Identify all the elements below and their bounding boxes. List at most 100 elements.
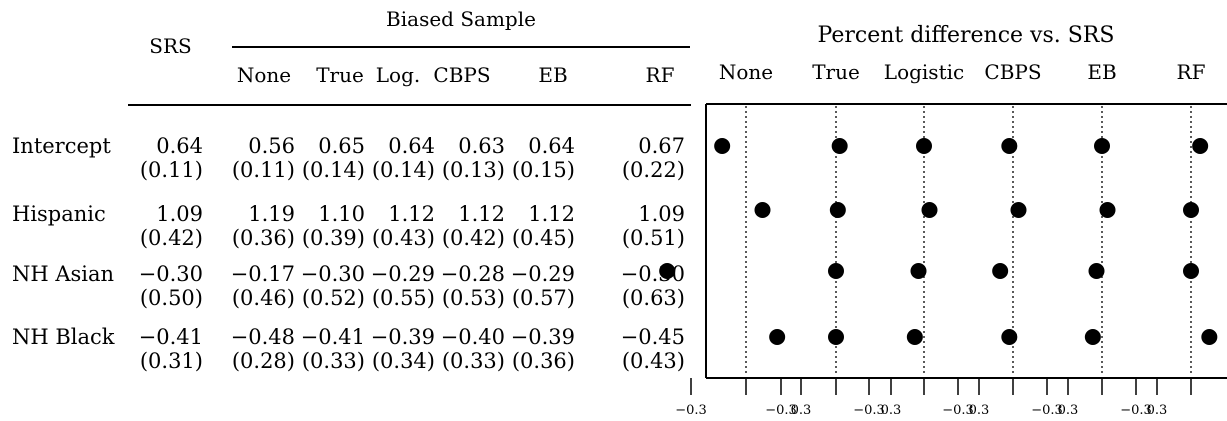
se-cell: (0.22) <box>621 158 685 182</box>
data-point <box>1084 329 1101 345</box>
data-point <box>1099 202 1116 218</box>
se-cell: (0.52) <box>301 286 365 310</box>
estimate-cell: −0.39 <box>370 325 435 349</box>
se-cell: (0.51) <box>621 226 685 250</box>
estimate-cell: −0.39 <box>510 325 575 349</box>
se-cell: (0.46) <box>231 286 295 310</box>
estimate-cell: −0.40 <box>440 325 505 349</box>
srs-se: (0.50) <box>139 286 203 310</box>
se-cell: (0.55) <box>371 286 435 310</box>
se-cell: (0.42) <box>441 226 505 250</box>
tick-label: 0.3 <box>881 403 902 418</box>
data-point <box>1094 138 1110 154</box>
panel-header: True <box>812 60 860 84</box>
panel-header: CBPS <box>984 60 1041 84</box>
panel-header: None <box>719 60 773 84</box>
srs-se: (0.42) <box>139 226 203 250</box>
srs-header: SRS <box>149 34 192 58</box>
srs-se: (0.31) <box>139 349 203 373</box>
panel-header: Logistic <box>884 60 964 84</box>
data-point <box>1088 263 1105 279</box>
tick-label: 0.3 <box>791 403 812 418</box>
row-label: NH Asian <box>12 262 115 286</box>
estimate-cell: −0.30 <box>300 262 365 286</box>
data-point <box>828 263 844 279</box>
tick-label: −0.3 <box>1120 403 1152 418</box>
estimate-cell: 0.64 <box>528 134 575 158</box>
data-point <box>1001 138 1018 154</box>
se-cell: (0.34) <box>371 349 435 373</box>
se-cell: (0.36) <box>511 349 575 373</box>
data-point <box>714 138 731 154</box>
col-header-eb: EB <box>538 63 568 87</box>
estimate-cell: −0.29 <box>510 262 575 286</box>
col-header-cbps: CBPS <box>433 63 491 87</box>
se-cell: (0.43) <box>621 349 685 373</box>
estimate-cell: 0.63 <box>458 134 505 158</box>
header-rule <box>232 46 690 48</box>
estimate-cell: 0.56 <box>248 134 295 158</box>
data-point <box>921 202 938 218</box>
data-point <box>831 138 848 154</box>
row-label: NH Black <box>12 325 115 349</box>
se-cell: (0.11) <box>231 158 295 182</box>
se-cell: (0.36) <box>231 226 295 250</box>
estimate-cell: −0.41 <box>300 325 365 349</box>
estimate-cell: −0.28 <box>440 262 505 286</box>
chart-title: Percent difference vs. SRS <box>818 23 1115 48</box>
srs-estimate: 1.09 <box>156 202 203 226</box>
data-point <box>916 138 932 154</box>
estimate-cell: 0.64 <box>388 134 435 158</box>
estimate-cell: 1.10 <box>318 202 365 226</box>
estimate-cell: 1.09 <box>638 202 685 226</box>
se-cell: (0.28) <box>231 349 295 373</box>
data-point <box>769 329 786 345</box>
se-cell: (0.57) <box>511 286 575 310</box>
data-point <box>1183 202 1199 218</box>
estimate-cell: −0.17 <box>230 262 295 286</box>
se-cell: (0.13) <box>441 158 505 182</box>
biased-sample-header: Biased Sample <box>386 7 536 31</box>
estimate-cell: 1.12 <box>458 202 505 226</box>
estimate-cell: −0.29 <box>370 262 435 286</box>
data-point <box>754 202 771 218</box>
row-label: Intercept <box>12 134 111 158</box>
tick-label: −0.3 <box>765 403 797 418</box>
data-point <box>906 329 923 345</box>
se-cell: (0.43) <box>371 226 435 250</box>
row-label: Hispanic <box>12 202 106 226</box>
data-point <box>1001 329 1018 345</box>
tick-label: −0.3 <box>942 403 974 418</box>
panel-header: EB <box>1087 60 1116 84</box>
tick-label: 0.3 <box>1058 403 1079 418</box>
tick-label: 0.3 <box>1147 403 1168 418</box>
estimate-cell: 1.12 <box>388 202 435 226</box>
data-point <box>828 329 844 345</box>
se-cell: (0.45) <box>511 226 575 250</box>
data-point <box>659 263 676 279</box>
se-cell: (0.14) <box>371 158 435 182</box>
tick-label: −0.3 <box>1031 403 1063 418</box>
se-cell: (0.33) <box>301 349 365 373</box>
estimate-cell: 0.65 <box>318 134 365 158</box>
se-cell: (0.14) <box>301 158 365 182</box>
estimate-cell: 1.12 <box>528 202 575 226</box>
data-point <box>829 202 846 218</box>
estimate-cell: −0.45 <box>620 325 685 349</box>
srs-se: (0.11) <box>139 158 203 182</box>
data-point <box>1010 202 1027 218</box>
se-cell: (0.53) <box>441 286 505 310</box>
table-rule <box>128 104 691 106</box>
col-header-log: Log. <box>375 63 421 87</box>
tick-label: −0.3 <box>675 403 707 418</box>
col-header-rf: RF <box>645 63 675 87</box>
srs-estimate: −0.30 <box>138 262 203 286</box>
col-header-true: True <box>316 63 364 87</box>
estimate-cell: 0.67 <box>638 134 685 158</box>
col-header-none: None <box>236 63 292 87</box>
se-cell: (0.39) <box>301 226 365 250</box>
se-cell: (0.15) <box>511 158 575 182</box>
data-point <box>1192 138 1209 154</box>
